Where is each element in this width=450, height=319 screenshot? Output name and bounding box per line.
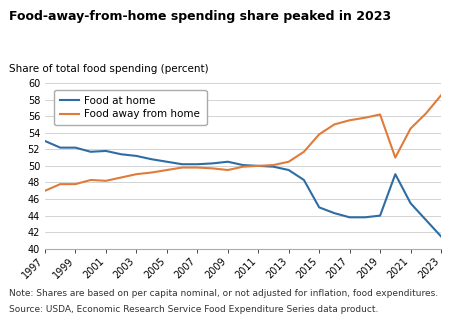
Food at home — [58, 146, 63, 150]
Food away from home — [332, 122, 337, 126]
Line: Food at home: Food at home — [45, 141, 441, 236]
Text: Share of total food spending (percent): Share of total food spending (percent) — [9, 64, 209, 74]
Food at home — [73, 146, 78, 150]
Food at home — [103, 149, 108, 153]
Food away from home — [210, 167, 215, 170]
Food away from home — [392, 156, 398, 160]
Food away from home — [180, 166, 185, 169]
Food at home — [392, 172, 398, 176]
Line: Food away from home: Food away from home — [45, 95, 441, 191]
Food at home — [332, 211, 337, 215]
Food away from home — [194, 166, 200, 169]
Legend: Food at home, Food away from home: Food at home, Food away from home — [54, 90, 207, 125]
Food away from home — [164, 168, 170, 172]
Food at home — [149, 157, 154, 161]
Food at home — [210, 161, 215, 165]
Food away from home — [58, 182, 63, 186]
Food at home — [180, 162, 185, 166]
Food at home — [362, 215, 368, 219]
Food away from home — [316, 132, 322, 136]
Text: Note: Shares are based on per capita nominal, or not adjusted for inflation, foo: Note: Shares are based on per capita nom… — [9, 289, 438, 298]
Food away from home — [134, 172, 139, 176]
Food away from home — [347, 118, 352, 122]
Food away from home — [423, 112, 428, 115]
Food away from home — [42, 189, 48, 193]
Food away from home — [88, 178, 94, 182]
Food at home — [408, 201, 413, 205]
Food away from home — [73, 182, 78, 186]
Food at home — [301, 178, 306, 182]
Food at home — [134, 154, 139, 158]
Food away from home — [408, 127, 413, 130]
Food at home — [423, 218, 428, 222]
Text: Food-away-from-home spending share peaked in 2023: Food-away-from-home spending share peake… — [9, 10, 391, 23]
Food at home — [256, 164, 261, 168]
Food at home — [438, 234, 444, 238]
Food away from home — [118, 175, 124, 179]
Food away from home — [256, 164, 261, 168]
Food at home — [378, 214, 383, 218]
Food at home — [347, 215, 352, 219]
Food at home — [225, 160, 230, 164]
Food away from home — [103, 179, 108, 183]
Food at home — [316, 205, 322, 209]
Food away from home — [271, 163, 276, 167]
Food away from home — [438, 93, 444, 97]
Food at home — [164, 160, 170, 164]
Food away from home — [225, 168, 230, 172]
Food away from home — [378, 113, 383, 116]
Food away from home — [240, 165, 246, 169]
Food at home — [118, 152, 124, 156]
Food at home — [42, 139, 48, 143]
Food at home — [271, 165, 276, 169]
Food at home — [194, 162, 200, 166]
Food away from home — [286, 160, 292, 164]
Food away from home — [301, 150, 306, 154]
Food away from home — [149, 171, 154, 174]
Food at home — [286, 168, 292, 172]
Food at home — [240, 163, 246, 167]
Text: Source: USDA, Economic Research Service Food Expenditure Series data product.: Source: USDA, Economic Research Service … — [9, 305, 378, 314]
Food at home — [88, 150, 94, 154]
Food away from home — [362, 116, 368, 120]
